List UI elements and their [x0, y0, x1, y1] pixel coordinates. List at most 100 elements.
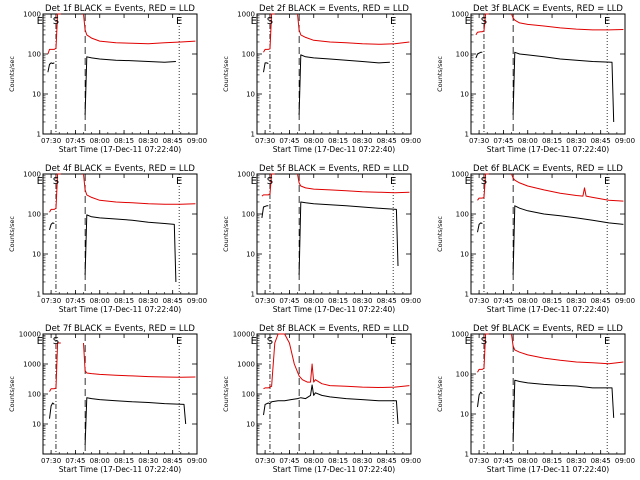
chart-title: Det 6f BLACK = Events, RED = LLD	[473, 164, 623, 174]
x-tick-label: 07:45	[493, 297, 513, 305]
x-tick-label: 08:45	[163, 137, 183, 145]
x-tick-label: 07:30	[41, 137, 61, 145]
plot-frame	[470, 173, 626, 295]
x-tick-label: 07:30	[41, 297, 61, 305]
y-tick-label: 10	[460, 251, 469, 259]
x-tick-label: 08:15	[328, 297, 348, 305]
time-marker-label: E	[37, 176, 43, 187]
y-tick-label: 100	[456, 371, 469, 379]
y-tick-label: 1	[465, 131, 469, 139]
series-line	[475, 13, 489, 36]
chart-title: Det 4f BLACK = Events, RED = LLD	[45, 164, 195, 174]
series-line	[261, 205, 269, 218]
y-tick-label: 1	[37, 291, 41, 299]
x-tick-label: 08:45	[377, 297, 397, 305]
time-marker-label: S	[53, 336, 59, 347]
plot-frame	[42, 333, 198, 455]
x-tick-label: 08:30	[138, 457, 158, 465]
x-tick-label: 09:00	[615, 297, 635, 305]
series-line	[263, 13, 275, 53]
time-marker-label: S	[53, 176, 59, 187]
x-tick-label: 08:00	[304, 457, 324, 465]
series-line	[512, 205, 624, 275]
y-tick-label: 1	[251, 291, 255, 299]
time-marker-label: S	[53, 16, 59, 27]
series-line	[512, 379, 615, 443]
x-tick-label: 08:15	[328, 137, 348, 145]
y-axis-label: Counts/sec	[436, 376, 444, 412]
x-tick-label: 07:45	[279, 137, 299, 145]
y-tick-label: 100	[28, 211, 41, 219]
x-tick-label: 08:15	[542, 457, 562, 465]
x-tick-label: 08:30	[138, 297, 158, 305]
chart-panel: Det 2f BLACK = Events, RED = LLD 07:30 07:…	[222, 4, 421, 154]
y-axis-label: Counts/sec	[8, 56, 16, 92]
time-marker-label: E	[604, 16, 610, 27]
x-tick-label: 07:45	[279, 457, 299, 465]
time-marker-label: E	[390, 16, 396, 27]
x-tick-label: 09:00	[615, 457, 635, 465]
chart-panel: Det 9f BLACK = Events, RED = LLD 07:30 07:…	[436, 324, 635, 474]
x-tick-label: 07:30	[469, 457, 489, 465]
y-tick-label: 100	[242, 211, 255, 219]
series-line	[84, 214, 177, 283]
x-tick-label: 08:00	[90, 457, 110, 465]
plot-frame	[256, 13, 412, 135]
y-tick-label: 1000	[451, 171, 469, 179]
x-tick-label: 08:45	[377, 457, 397, 465]
plot-frame	[256, 333, 412, 455]
x-axis-label: Start Time (17-Dec-11 07:22:40)	[273, 145, 395, 154]
series-line	[477, 391, 483, 408]
x-tick-label: 07:45	[65, 137, 85, 145]
y-tick-label: 1	[465, 291, 469, 299]
time-marker-label: E	[465, 336, 471, 347]
time-marker-label: E	[604, 176, 610, 187]
time-marker-label: S	[267, 176, 273, 187]
x-tick-label: 07:30	[469, 137, 489, 145]
x-tick-label: 07:30	[41, 457, 61, 465]
y-tick-label: 100	[28, 391, 41, 399]
series-line	[263, 62, 269, 73]
y-tick-label: 1000	[451, 11, 469, 19]
chart-panel: Det 4f BLACK = Events, RED = LLD 07:30 07:…	[8, 164, 207, 314]
series-line	[83, 173, 196, 205]
series-line	[477, 222, 483, 233]
y-tick-label: 10000	[233, 331, 255, 339]
chart-panel: Det 7f BLACK = Events, RED = LLD 07:30 07:…	[8, 324, 207, 474]
plot-frame	[470, 13, 626, 135]
x-tick-label: 08:30	[352, 297, 372, 305]
x-tick-label: 09:00	[401, 297, 421, 305]
y-tick-label: 10	[246, 421, 255, 429]
y-tick-label: 1000	[237, 11, 255, 19]
series-line	[49, 402, 55, 419]
x-tick-label: 07:45	[279, 297, 299, 305]
chart-title: Det 9f BLACK = Events, RED = LLD	[473, 324, 623, 334]
series-line	[47, 13, 61, 55]
x-tick-label: 09:00	[401, 137, 421, 145]
series-line	[298, 201, 399, 275]
x-tick-label: 08:15	[542, 137, 562, 145]
y-tick-label: 10	[32, 91, 41, 99]
x-tick-label: 08:00	[518, 297, 538, 305]
chart-panel: Det 5f BLACK = Events, RED = LLD 07:30 07:…	[222, 164, 421, 314]
series-line	[83, 13, 196, 45]
x-tick-label: 07:30	[255, 457, 275, 465]
x-tick-label: 07:45	[493, 137, 513, 145]
plot-frame	[42, 173, 198, 295]
series-line	[511, 333, 624, 365]
time-marker-label: E	[390, 336, 396, 347]
time-marker-label: S	[267, 16, 273, 27]
y-tick-label: 10	[460, 411, 469, 419]
y-axis-label: Counts/sec	[222, 216, 230, 252]
x-tick-label: 09:00	[615, 137, 635, 145]
y-tick-label: 1000	[23, 361, 41, 369]
time-marker-label: E	[37, 16, 43, 27]
x-tick-label: 08:30	[352, 457, 372, 465]
y-tick-label: 10	[32, 251, 41, 259]
y-axis-label: Counts/sec	[436, 56, 444, 92]
x-tick-label: 09:00	[187, 137, 207, 145]
series-line	[511, 173, 624, 202]
x-tick-label: 08:15	[542, 297, 562, 305]
x-tick-label: 08:00	[304, 297, 324, 305]
